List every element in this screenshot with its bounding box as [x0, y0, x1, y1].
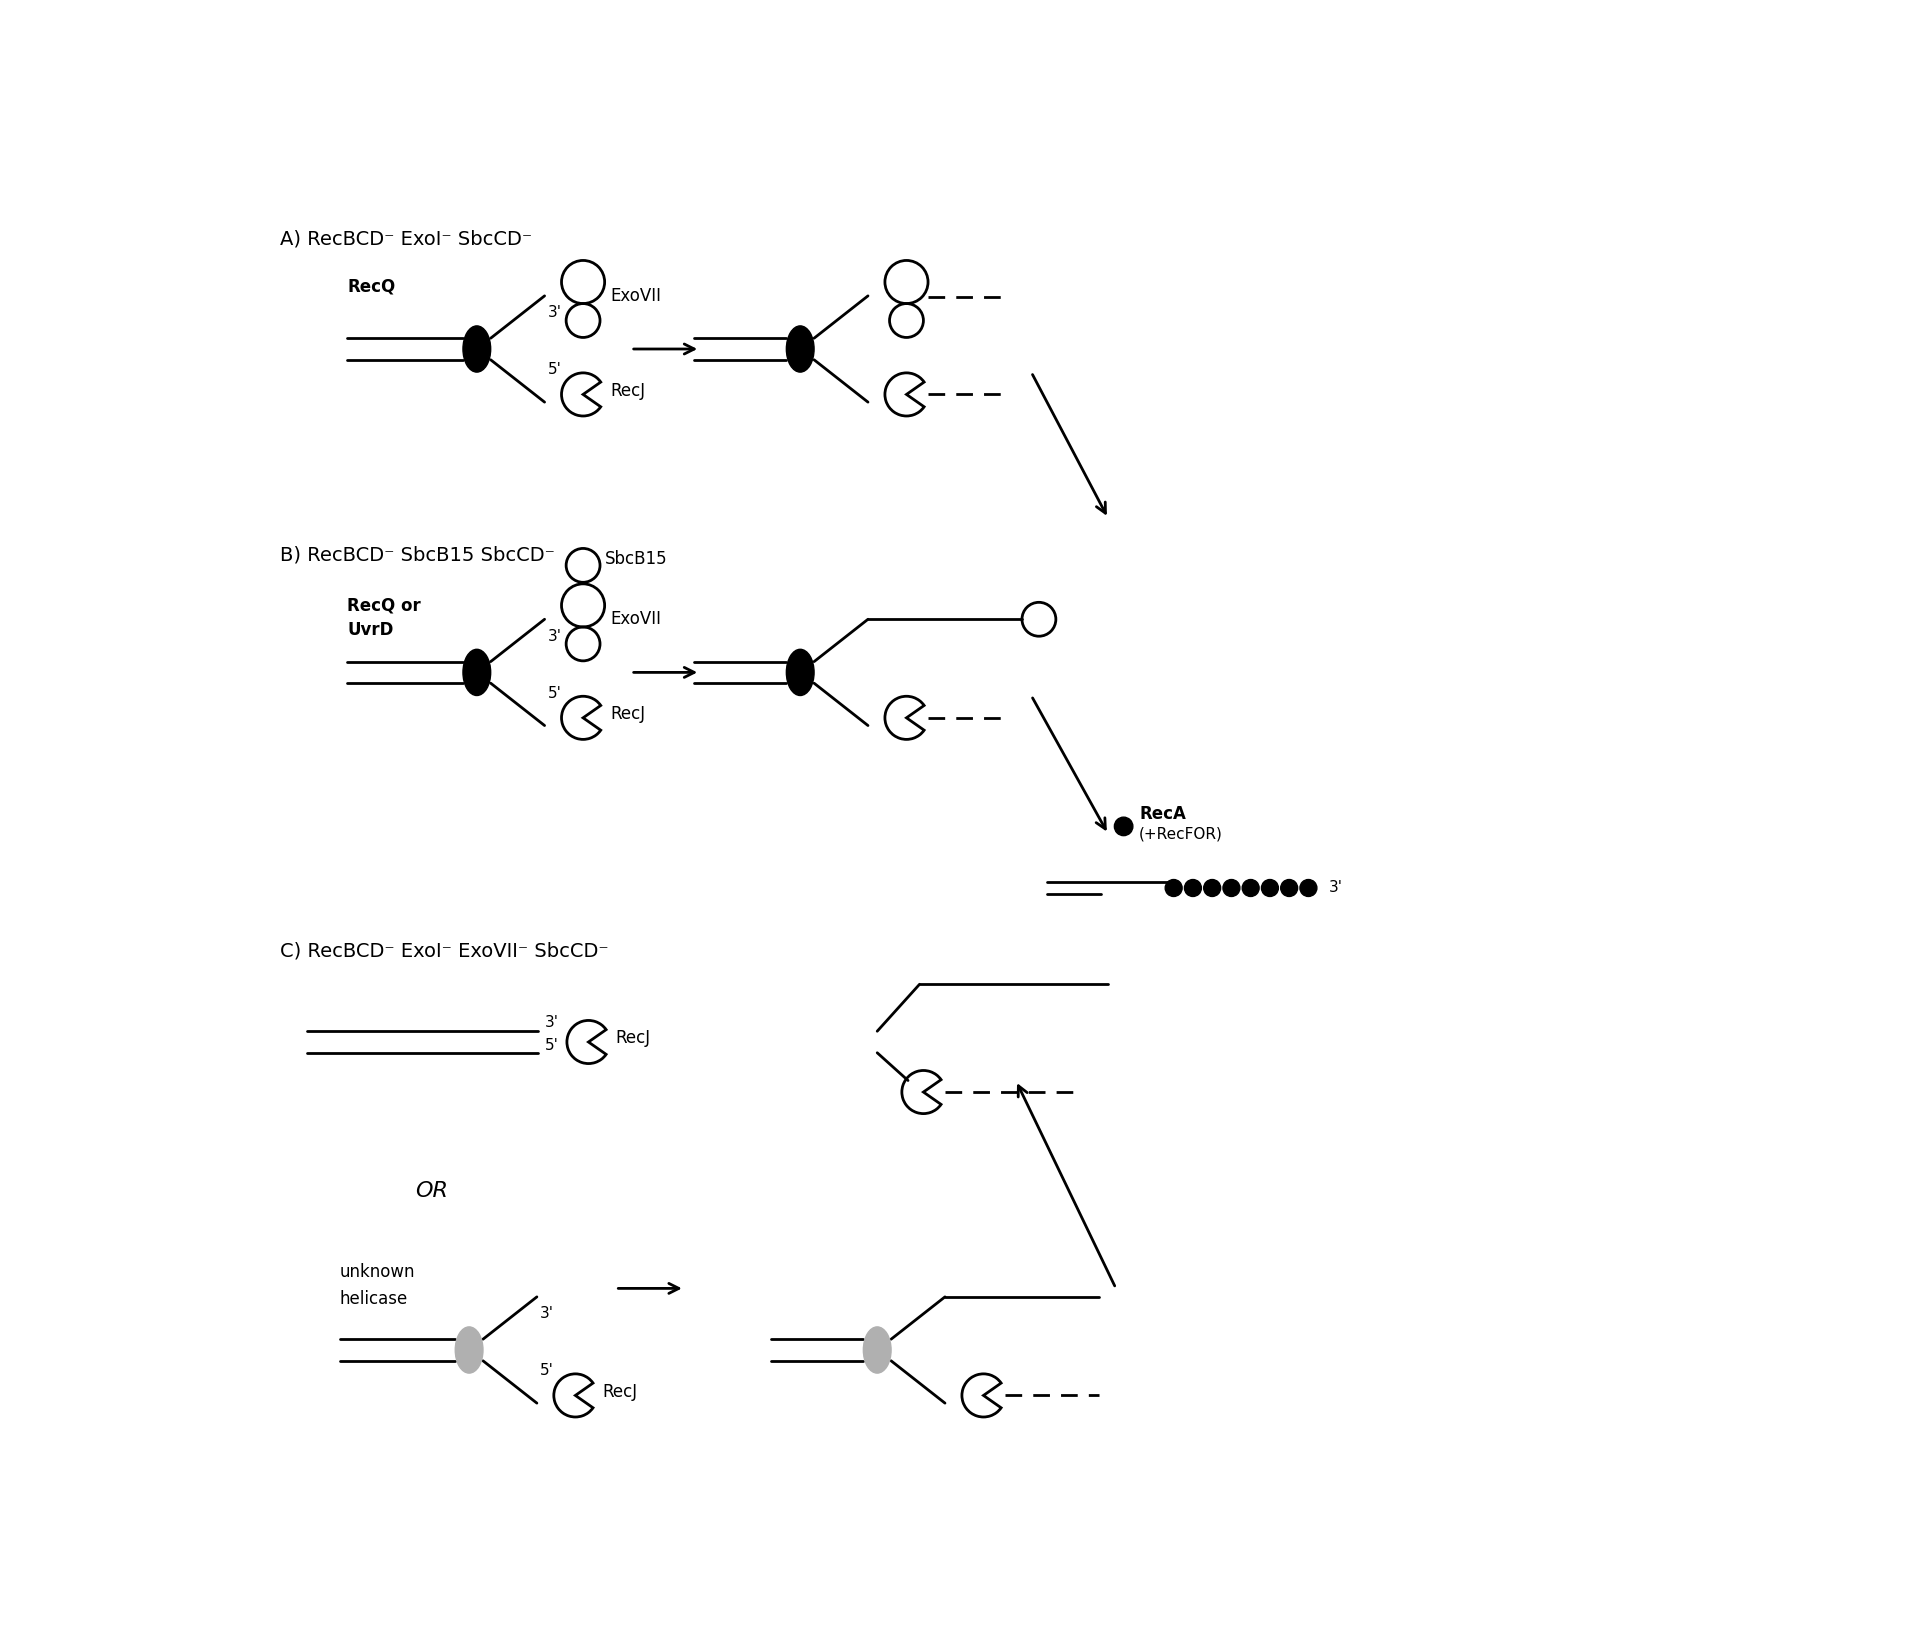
Ellipse shape	[787, 650, 814, 696]
Text: SbcB15: SbcB15	[605, 551, 667, 569]
Ellipse shape	[864, 1328, 891, 1373]
Text: RecA: RecA	[1139, 804, 1186, 822]
Ellipse shape	[787, 327, 814, 372]
Text: helicase: helicase	[339, 1290, 409, 1308]
Text: A) RecBCD⁻ ExoI⁻ SbcCD⁻: A) RecBCD⁻ ExoI⁻ SbcCD⁻	[280, 229, 532, 249]
Text: 3': 3'	[1328, 879, 1342, 895]
Wedge shape	[567, 1020, 605, 1063]
Circle shape	[1184, 879, 1201, 897]
Text: 3': 3'	[544, 1014, 559, 1030]
Text: 5': 5'	[544, 1038, 559, 1053]
Text: (+RecFOR): (+RecFOR)	[1139, 827, 1222, 842]
Text: RecJ: RecJ	[602, 1383, 638, 1401]
Text: RecQ or: RecQ or	[347, 596, 420, 614]
Ellipse shape	[463, 327, 492, 372]
Text: unknown: unknown	[339, 1263, 415, 1280]
Circle shape	[1114, 817, 1134, 835]
Circle shape	[1203, 879, 1220, 897]
Wedge shape	[553, 1373, 594, 1417]
Text: RecJ: RecJ	[609, 705, 646, 723]
Text: C) RecBCD⁻ ExoI⁻ ExoVII⁻ SbcCD⁻: C) RecBCD⁻ ExoI⁻ ExoVII⁻ SbcCD⁻	[280, 942, 609, 960]
Ellipse shape	[463, 650, 492, 696]
Text: 3': 3'	[540, 1306, 553, 1321]
Text: OR: OR	[415, 1181, 447, 1201]
Wedge shape	[885, 372, 924, 416]
Text: B) RecBCD⁻ SbcB15 SbcCD⁻: B) RecBCD⁻ SbcB15 SbcCD⁻	[280, 546, 555, 564]
Circle shape	[1299, 879, 1317, 897]
Circle shape	[1165, 879, 1182, 897]
Text: 5': 5'	[548, 686, 561, 700]
Text: RecJ: RecJ	[609, 382, 646, 400]
Text: UvrD: UvrD	[347, 621, 393, 640]
Ellipse shape	[455, 1328, 484, 1373]
Wedge shape	[885, 696, 924, 739]
Text: RecQ: RecQ	[347, 278, 395, 296]
Circle shape	[1280, 879, 1298, 897]
Text: RecJ: RecJ	[615, 1029, 650, 1046]
Wedge shape	[902, 1071, 941, 1113]
Text: 3': 3'	[548, 306, 561, 320]
Text: ExoVII: ExoVII	[609, 611, 661, 629]
Circle shape	[1242, 879, 1259, 897]
Text: 3': 3'	[548, 629, 561, 644]
Wedge shape	[561, 372, 602, 416]
Text: 5': 5'	[540, 1363, 553, 1378]
Text: 5': 5'	[548, 362, 561, 377]
Text: ExoVII: ExoVII	[609, 288, 661, 306]
Wedge shape	[561, 696, 602, 739]
Circle shape	[1222, 879, 1240, 897]
Wedge shape	[962, 1373, 1001, 1417]
Circle shape	[1261, 879, 1278, 897]
